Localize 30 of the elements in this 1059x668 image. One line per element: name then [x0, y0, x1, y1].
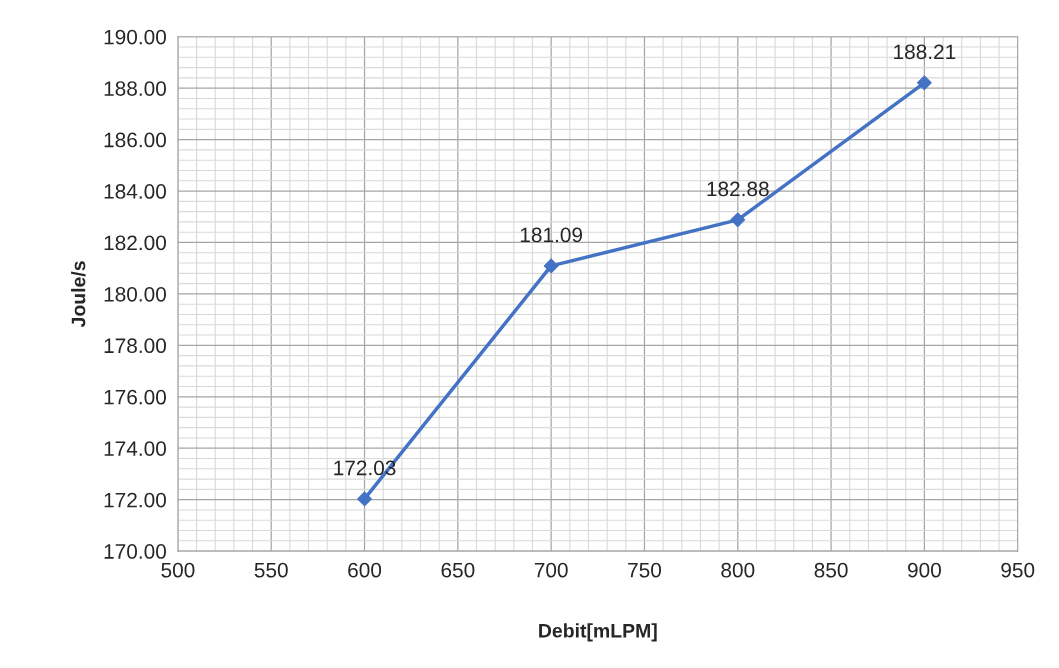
x-tick-label: 850	[814, 562, 848, 578]
x-tick-label: 750	[628, 562, 662, 578]
point	[730, 212, 746, 228]
x-tick-label: 800	[721, 562, 755, 578]
data-label: 181.09	[520, 227, 583, 243]
y-tick-label: 182.00	[104, 235, 166, 251]
data-label: 188.21	[894, 44, 956, 60]
y-tick-label: 186.00	[104, 132, 166, 148]
y-tick-label: 180.00	[104, 286, 166, 302]
y-tick-label: 172.00	[104, 492, 166, 508]
data-label: 182.88	[707, 181, 769, 197]
x-axis-title: Debit[mLPM]	[539, 623, 657, 642]
x-tick-label: 700	[534, 562, 568, 578]
point	[357, 491, 372, 507]
x-tick-label: 900	[907, 562, 941, 578]
x-tick-label: 650	[441, 562, 475, 578]
y-tick-label: 184.00	[104, 184, 166, 199]
y-tick-label: 190.00	[104, 29, 166, 45]
y-tick-label: 178.00	[104, 338, 166, 354]
y-tick-label: 188.00	[104, 81, 166, 96]
y-tick-label: 176.00	[104, 389, 166, 405]
x-tick-label: 600	[348, 562, 382, 578]
x-tick-label: 550	[254, 562, 288, 578]
y-tick-label: 174.00	[104, 441, 166, 456]
y-tick-label: 170.00	[104, 544, 166, 559]
x-tick-label: 950	[1001, 562, 1035, 578]
x-tick-label: 500	[161, 562, 195, 578]
y-axis-title: Joule/s	[71, 261, 86, 328]
point	[543, 258, 559, 274]
point	[916, 75, 932, 91]
